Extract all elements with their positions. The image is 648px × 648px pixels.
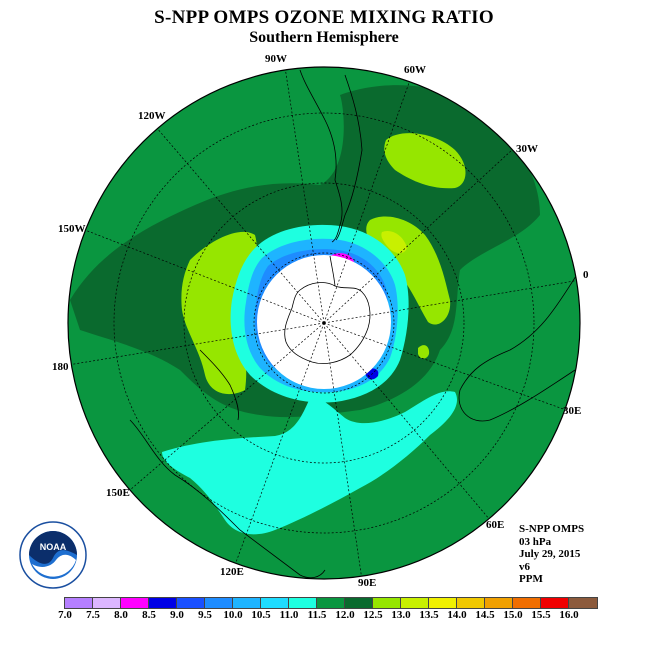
colorbar-tick-label: 12.5 <box>363 609 383 621</box>
noaa-logo-icon: NOAA <box>19 521 87 589</box>
australia-coast <box>129 419 326 579</box>
pole-marker <box>322 321 326 325</box>
new-zealand-coast <box>199 349 239 421</box>
colorbar-tick-label: 13.5 <box>419 609 439 621</box>
lon-label-90e: 90E <box>358 577 376 589</box>
colorbar-tick-label: 10.5 <box>251 609 271 621</box>
ozone-patch-yellow <box>381 230 407 254</box>
colorbar-tick-label: 12.0 <box>335 609 355 621</box>
colorbar-swatch <box>373 598 401 608</box>
page-title: S-NPP OMPS OZONE MIXING RATIO <box>154 7 494 28</box>
colorbar-swatch <box>149 598 177 608</box>
colorbar-tick-label: 16.0 <box>559 609 579 621</box>
colorbar-tick-label: 9.5 <box>198 609 212 621</box>
lon-label-60w: 60W <box>404 64 426 76</box>
info-instrument: S-NPP OMPS <box>519 523 585 535</box>
colorbar-swatch <box>177 598 205 608</box>
colorbar-tick-label: 11.5 <box>307 609 327 621</box>
lon-label-150w: 150W <box>58 223 86 235</box>
noaa-logo-text: NOAA <box>40 542 67 552</box>
lon-label-30w: 30W <box>516 143 538 155</box>
lon-label-120e: 120E <box>220 566 244 578</box>
colorbar-swatch <box>401 598 429 608</box>
ozone-plume-cyan <box>162 391 458 535</box>
colorbar-swatch <box>93 598 121 608</box>
colorbar-swatch <box>429 598 457 608</box>
lon-label-120w: 120W <box>138 110 166 122</box>
colorbar-swatch <box>261 598 289 608</box>
colorbar-tick-label: 7.0 <box>58 609 72 621</box>
lon-label-150e: 150E <box>106 487 130 499</box>
ozone-patch-lime-small <box>418 345 430 359</box>
lon-label-180: 180 <box>52 361 69 373</box>
lon-label-0: 0 <box>583 269 589 281</box>
colorbar-tick-label: 10.0 <box>223 609 243 621</box>
africa-coast <box>458 269 580 422</box>
page-subtitle: Southern Hemisphere <box>249 29 399 46</box>
colorbar-swatch <box>345 598 373 608</box>
colorbar-swatch <box>541 598 569 608</box>
colorbar-swatch <box>65 598 93 608</box>
colorbar-swatch <box>121 598 149 608</box>
colorbar-tick-label: 8.0 <box>114 609 128 621</box>
colorbar-tick-label: 15.0 <box>503 609 523 621</box>
lon-label-90w: 90W <box>265 53 287 65</box>
lon-label-30e: 30E <box>563 405 581 417</box>
colorbar-swatch <box>233 598 261 608</box>
ozone-patch-lime-atlantic <box>384 133 466 189</box>
colorbar-swatch <box>569 598 597 608</box>
lon-label-60e: 60E <box>486 519 504 531</box>
graticule <box>68 67 580 579</box>
map-boundary <box>67 66 581 580</box>
south-america-coast-east <box>335 74 363 241</box>
colorbar-tick-label: 14.0 <box>447 609 467 621</box>
colorbar-swatch <box>513 598 541 608</box>
antarctic-peninsula <box>329 255 336 287</box>
colorbar-tick-label: 9.0 <box>170 609 184 621</box>
info-block: S-NPP OMPS 03 hPa July 29, 2015 v6 PPM <box>519 523 584 586</box>
info-date: July 29, 2015 <box>519 548 581 560</box>
info-version: v6 <box>519 560 530 573</box>
colorbar-swatch <box>457 598 485 608</box>
info-level: 03 hPa <box>519 535 552 548</box>
info-units: PPM <box>519 573 543 585</box>
colorbar-tick-label: 13.0 <box>391 609 411 621</box>
colorbar-tick-label: 15.5 <box>531 609 551 621</box>
colorbar-swatch <box>485 598 513 608</box>
antarctica-outline <box>284 282 371 364</box>
colorbar-tick-labels: 7.0 7.5 8.0 8.5 9.0 9.5 10.0 10.5 11.0 11.5 12.0 12… <box>54 609 594 623</box>
colorbar-tick-label: 7.5 <box>86 609 100 621</box>
south-america-coast <box>299 69 343 243</box>
colorbar-swatch <box>317 598 345 608</box>
colorbar-tick-label: 14.5 <box>475 609 495 621</box>
colorbar-swatch <box>289 598 317 608</box>
colorbar <box>64 597 598 609</box>
colorbar-swatch <box>205 598 233 608</box>
colorbar-tick-label: 11.0 <box>279 609 299 621</box>
colorbar-tick-label: 8.5 <box>142 609 156 621</box>
